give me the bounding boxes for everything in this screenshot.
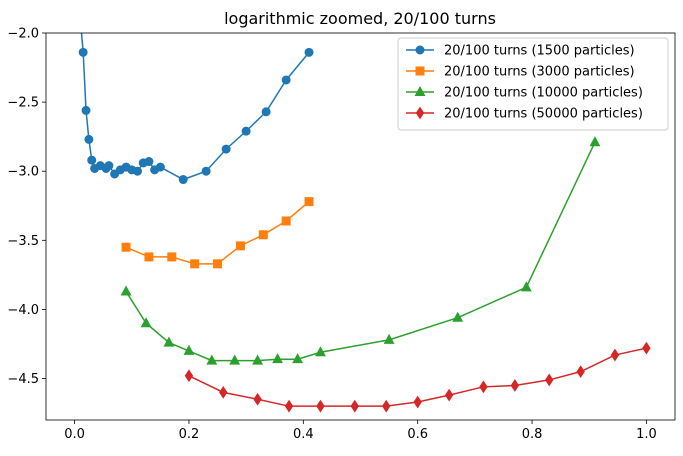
- data-point-1-24: [281, 75, 291, 85]
- data-point-3-4: [183, 344, 195, 355]
- series-3: [120, 136, 601, 365]
- data-point-3-14: [589, 136, 601, 147]
- data-point-2-1: [121, 242, 131, 252]
- data-point-4-15: [642, 341, 651, 355]
- legend-marker: [415, 106, 425, 120]
- x-tick-label: 0.4: [293, 427, 314, 442]
- legend-label: 20/100 turns (10000 particles): [444, 86, 643, 101]
- legend-label: 20/100 turns (50000 particles): [444, 107, 643, 122]
- data-point-4-3: [253, 392, 262, 406]
- data-point-1-16: [144, 157, 154, 167]
- data-point-2-9: [304, 197, 314, 207]
- data-point-3-13: [520, 281, 532, 292]
- x-tick-label: 0.2: [179, 427, 200, 442]
- data-point-4-9: [444, 388, 454, 402]
- series-1: [76, 15, 314, 185]
- series-2: [121, 197, 314, 269]
- data-point-4-7: [382, 399, 391, 413]
- legend-item-3: 20/100 turns (10000 particles): [406, 86, 643, 101]
- legend-marker: [414, 85, 426, 96]
- data-point-4-2: [219, 385, 228, 399]
- y-tick-label: −3.5: [7, 234, 39, 249]
- data-point-1-4: [84, 134, 94, 144]
- data-point-3-2: [140, 317, 152, 328]
- data-point-4-5: [316, 399, 325, 413]
- legend-marker: [415, 66, 425, 76]
- data-point-2-3: [167, 252, 177, 262]
- y-tick-label: −2.5: [7, 96, 39, 111]
- legend-marker: [415, 45, 425, 55]
- data-point-1-20: [201, 166, 211, 176]
- data-point-1-23: [261, 107, 271, 117]
- data-point-2-2: [144, 252, 154, 262]
- legend-label: 20/100 turns (3000 particles): [444, 65, 635, 80]
- data-point-2-5: [213, 259, 223, 269]
- data-point-2-8: [281, 216, 291, 226]
- data-point-3-11: [383, 333, 395, 344]
- legend-label: 20/100 turns (1500 particles): [444, 44, 635, 59]
- axes-layer: 0.0 0.2 0.4 0.6 0.8 1.0 −2.0 −2.5 −3.0 −3.5 −4.0 −4…: [7, 27, 676, 442]
- data-point-4-6: [350, 399, 359, 413]
- y-tick-label: −4.5: [7, 372, 39, 387]
- legend-item-1: 20/100 turns (1500 particles): [406, 44, 635, 59]
- data-point-4-1: [184, 369, 194, 383]
- plot-frame: [45, 32, 676, 421]
- data-point-1-2: [78, 47, 88, 57]
- data-point-1-19: [178, 175, 188, 185]
- data-point-4-8: [413, 395, 422, 409]
- series-layer: [76, 15, 651, 413]
- legend: 20/100 turns (1500 particles) 20/100 turn…: [397, 37, 669, 131]
- series-line-2: [125, 201, 310, 265]
- data-point-4-12: [545, 373, 554, 387]
- data-point-3-5: [206, 354, 218, 365]
- data-point-3-1: [120, 285, 132, 296]
- data-point-4-10: [479, 380, 488, 394]
- data-point-4-13: [576, 365, 585, 379]
- data-point-3-8: [272, 353, 284, 364]
- data-point-4-11: [510, 379, 520, 392]
- chart-title: logarithmic zoomed, 20/100 turns: [224, 9, 496, 28]
- data-point-1-5: [87, 155, 97, 165]
- data-point-3-10: [315, 346, 326, 357]
- y-tick-label: −2.0: [7, 27, 39, 42]
- data-point-1-1: [76, 15, 84, 23]
- data-point-4-14: [610, 348, 620, 362]
- legend-item-2: 20/100 turns (3000 particles): [406, 65, 635, 80]
- data-point-1-9: [104, 161, 114, 171]
- data-point-3-12: [452, 311, 464, 322]
- x-tick-label: 0.6: [407, 427, 428, 442]
- data-point-1-21: [221, 144, 231, 154]
- data-point-4-4: [284, 399, 294, 413]
- data-point-1-18: [155, 162, 165, 172]
- data-point-3-9: [292, 353, 304, 364]
- data-point-3-7: [252, 354, 264, 365]
- data-point-2-4: [190, 259, 200, 269]
- data-point-1-3: [81, 105, 91, 115]
- legend-item-4: 20/100 turns (50000 particles): [406, 107, 643, 122]
- x-tick-label: 0.8: [522, 427, 543, 442]
- data-point-2-7: [258, 230, 268, 240]
- series-line-1: [80, 33, 310, 181]
- data-point-1-22: [241, 126, 251, 136]
- data-point-2-6: [235, 241, 245, 251]
- x-tick-label: 1.0: [636, 427, 657, 442]
- y-tick-label: −4.0: [7, 303, 39, 318]
- series-4: [184, 341, 651, 413]
- y-tick-label: −3.0: [7, 165, 39, 180]
- x-tick-label: 0.0: [64, 427, 85, 442]
- data-point-1-25: [304, 47, 314, 57]
- data-point-1-14: [132, 166, 142, 176]
- data-point-3-3: [163, 336, 175, 347]
- legend-box: [397, 37, 669, 131]
- data-point-3-6: [229, 354, 241, 365]
